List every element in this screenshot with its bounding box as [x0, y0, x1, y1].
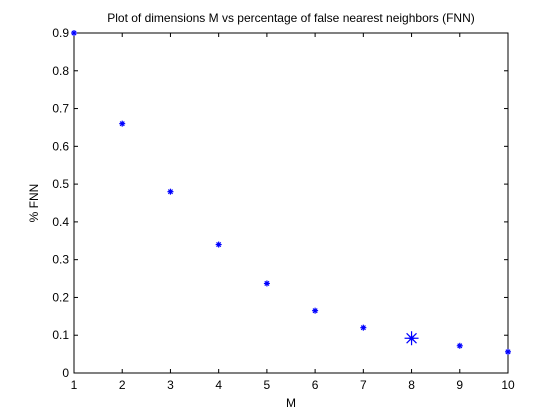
x-tick: 6 — [312, 33, 319, 392]
data-point — [312, 307, 319, 314]
marker-stroke — [457, 343, 463, 349]
data-point — [505, 348, 511, 355]
y-tick-label: 0.1 — [52, 328, 69, 342]
x-tick-label: 8 — [408, 378, 415, 392]
data-point — [263, 280, 270, 287]
y-tick-label: 0.6 — [52, 139, 69, 153]
marker-stroke — [119, 121, 125, 127]
x-tick-label: 9 — [456, 378, 463, 392]
y-axis-label: % FNN — [27, 184, 41, 223]
data-series — [71, 30, 511, 355]
marker-stroke — [312, 308, 318, 314]
x-tick-label: 6 — [312, 378, 319, 392]
y-tick: 0.1 — [52, 328, 508, 342]
y-tick: 0 — [62, 366, 508, 380]
marker-stroke — [505, 349, 511, 355]
y-tick-label: 0.2 — [52, 290, 69, 304]
marker-stroke — [167, 189, 173, 195]
x-tick-label: 1 — [71, 378, 78, 392]
marker-stroke — [264, 280, 270, 287]
y-tick-label: 0 — [62, 366, 69, 380]
x-tick: 4 — [215, 33, 222, 392]
x-tick: 7 — [360, 33, 367, 392]
y-axis: 0 0.1 0.2 0.3 0.4 0.5 0.6 0.7 0.8 0.9 — [52, 26, 508, 380]
y-tick: 0.8 — [52, 64, 508, 78]
y-tick-label: 0.9 — [52, 26, 69, 40]
x-axis: 1 2 3 4 5 6 7 8 9 10 — [71, 33, 515, 392]
x-axis-label: M — [286, 396, 296, 410]
y-tick-label: 0.7 — [52, 102, 69, 116]
data-point — [456, 342, 463, 349]
x-tick-label: 5 — [264, 378, 271, 392]
y-tick: 0.6 — [52, 139, 508, 153]
y-tick: 0.3 — [52, 253, 508, 267]
x-tick: 2 — [119, 33, 126, 392]
data-point — [360, 324, 367, 331]
data-point — [215, 241, 222, 248]
y-tick-label: 0.8 — [52, 64, 69, 78]
marker-stroke — [406, 332, 417, 344]
highlighted-point — [404, 331, 419, 346]
x-tick-label: 7 — [360, 378, 367, 392]
y-tick-label: 0.4 — [52, 215, 69, 229]
x-tick: 5 — [264, 33, 271, 392]
marker-stroke — [216, 242, 222, 248]
y-tick: 0.4 — [52, 215, 508, 229]
marker-stroke — [71, 30, 77, 36]
x-tick-label: 2 — [119, 378, 126, 392]
marker-stroke — [360, 325, 366, 331]
y-tick-label: 0.5 — [52, 177, 69, 191]
y-tick-label: 0.3 — [52, 253, 69, 267]
y-tick: 0.5 — [52, 177, 508, 191]
y-tick: 0.2 — [52, 290, 508, 304]
plot-frame — [73, 32, 509, 374]
x-tick: 3 — [167, 33, 174, 392]
data-point — [71, 30, 77, 36]
x-tick: 8 — [408, 33, 415, 392]
x-tick-label: 10 — [501, 378, 515, 392]
data-point — [119, 120, 126, 127]
chart-title: Plot of dimensions M vs percentage of fa… — [107, 11, 475, 25]
x-tick: 9 — [456, 33, 463, 392]
data-point — [167, 188, 174, 195]
x-tick-label: 4 — [215, 378, 222, 392]
x-tick-label: 3 — [167, 378, 174, 392]
x-tick: 10 — [501, 33, 515, 392]
y-tick: 0.7 — [52, 102, 508, 116]
